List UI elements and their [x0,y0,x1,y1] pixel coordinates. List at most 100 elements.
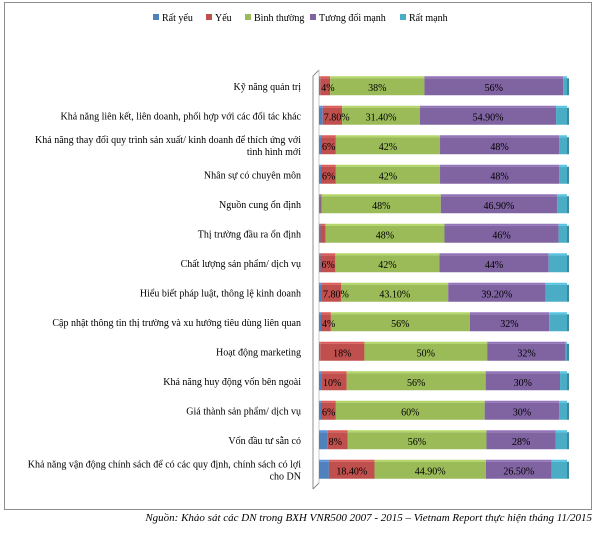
bar-segment [485,373,561,391]
bar-segment [335,137,441,155]
bar-end-cap [567,461,569,479]
legend-label: Tương đối mạnh [319,13,386,24]
bar-segment-top [320,223,326,226]
bar-segment [335,402,485,420]
data-label: 42% [379,171,397,182]
bar-segment [320,225,326,243]
bar-segment [469,314,550,332]
bar-segment-top [319,135,321,138]
bar-segment-top [319,312,321,315]
category-label: Kỹ năng quản trị [234,82,302,93]
bar-segment [319,78,321,96]
bar-segment [557,196,567,214]
bar-end-cap [567,137,569,155]
bar-segment-top [320,194,322,197]
bar-segment-top [319,282,322,285]
bar-segment [319,432,328,450]
bar-segment [319,225,321,243]
data-label: 6% [322,407,335,418]
category-label-line: Vốn đầu tư sẵn có [228,436,301,447]
bar-segment-top [335,135,441,138]
category-label: Nhân sự có chuyên môn [204,170,301,181]
chart-frame: Rất yếu Yếu Bình thường Tương đối mạnh Rất m… [4,2,592,510]
data-label: 6% [322,142,335,153]
category-label: Vốn đầu tư sẵn có [228,436,301,447]
bar-segment [440,166,560,184]
bar-segment-top [448,282,546,285]
bar-segment [548,255,567,273]
bar-segment-top [484,400,560,403]
bar-segment [559,137,567,155]
category-label-line: cho DN [270,471,301,482]
bar-segment [320,255,336,273]
bar-segment-top [347,430,487,433]
bar-segment [319,314,321,332]
bars [319,76,569,479]
bar-segment-top [330,312,470,315]
bar-segment-top [319,76,321,79]
bar-segment [321,284,342,302]
bar-segment-top [321,282,342,285]
data-label: 8% [329,437,342,448]
bar-segment-top [319,459,329,462]
bar-segment [330,78,425,96]
bar-segment [558,225,567,243]
bar-segment-top [549,312,567,315]
bar-segment [319,107,323,125]
bar-segment [320,314,331,332]
data-label: 56% [391,319,409,330]
bar-end-cap [567,343,569,361]
bar-segment-top [424,76,564,79]
bar-segment [424,78,564,96]
bar-segment [556,107,567,125]
bar-segment-top [322,105,343,108]
bar-segment [319,137,321,155]
bar-segment-top [335,253,440,256]
stacked-bar-chart: Rất yếu Yếu Bình thường Tương đối mạnh Rất m… [28,13,569,490]
bar-segment [559,402,567,420]
bar-segment-top [335,164,441,167]
data-label: 30% [513,407,531,418]
category-label: Khả năng liên kết, liên doanh, phối hợp … [60,111,301,122]
data-label: 26.50% [503,466,534,477]
legend-label: Yếu [215,13,232,24]
bar-segment-top [558,223,567,226]
bar-segment [549,314,567,332]
bar-segment [319,284,322,302]
data-label: 56% [485,83,503,94]
bar-segment [320,343,365,361]
bar-segment [347,432,487,450]
bar-segment-top [440,164,560,167]
bar-segment-top [559,135,567,138]
legend-label: Bình thường [254,13,304,24]
data-label: 42% [378,260,396,271]
bar-segment [440,196,558,214]
bar-segment-top [545,282,567,285]
bar-segment [486,432,556,450]
category-label: Hoạt động marketing [216,347,301,358]
data-label: 43.10% [379,289,410,300]
bar-end-cap [567,373,569,391]
bar-segment [319,255,321,273]
category-label-line: Hiểu biết pháp luật, thông lệ kinh doanh [140,288,301,299]
bar-segment-top [565,341,567,344]
bar-segment-top [548,253,567,256]
bar-segment-top [364,341,488,344]
bar-segment-top [469,312,550,315]
bar-segment [328,461,375,479]
data-labels: 4% 38% 56% 7.80% 31.40% 54.90% 6% 42% 48% 6% 42% 48… [321,83,535,478]
bar-segment-top [419,105,557,108]
bar-segment [545,284,567,302]
bar-segment-top [328,459,375,462]
bar-segment-top [319,194,321,197]
bar-segment-top [319,253,321,256]
category-label: Khả năng thay đổi quy trình sản xuất/ ki… [35,135,301,158]
bar-end-cap [567,107,569,125]
data-label: 48% [376,230,394,241]
bar-end-cap [567,255,569,273]
data-label: 50% [417,348,435,359]
bar-segment [342,107,420,125]
bar-segment-top [319,371,322,374]
bar-segment [319,373,322,391]
category-label-line: Kỹ năng quản trị [234,82,302,93]
